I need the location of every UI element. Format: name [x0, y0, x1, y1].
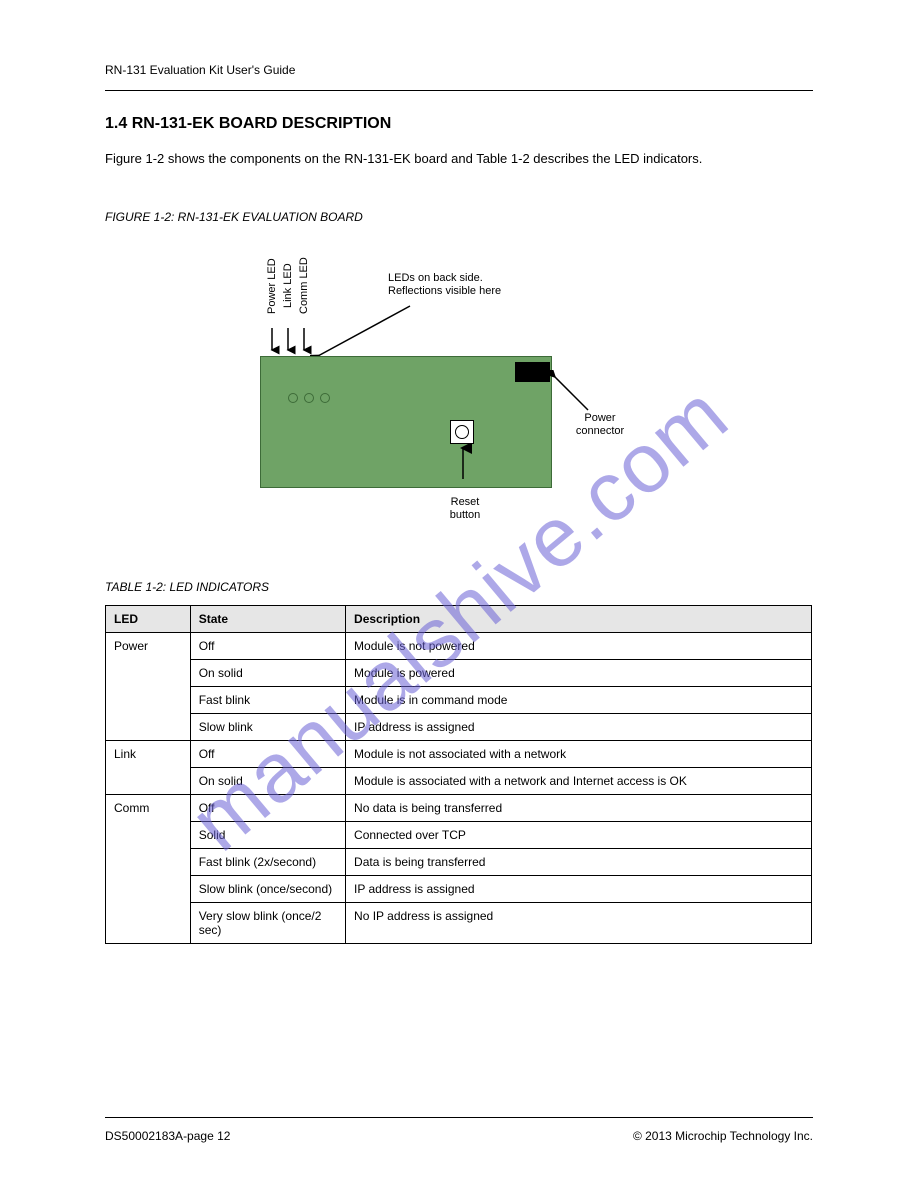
cell-desc: Module is not powered — [346, 633, 812, 660]
intro-paragraph: Figure 1-2 shows the components on the R… — [105, 150, 813, 168]
led-hole-icon — [288, 393, 298, 403]
pcb-rect — [260, 356, 552, 488]
table-row: Slow blinkIP address is assigned — [106, 714, 812, 741]
power-connector-icon — [515, 362, 550, 382]
footer-left: DS50002183A-page 12 — [105, 1129, 230, 1143]
cell-desc: No IP address is assigned — [346, 903, 812, 944]
cell-desc: Connected over TCP — [346, 822, 812, 849]
led-hole-icon — [320, 393, 330, 403]
cell-state: On solid — [190, 660, 345, 687]
leds-note-label: LEDs on back side. Reflections visible h… — [388, 272, 568, 298]
cell-state: Off — [190, 795, 345, 822]
power-conn-label: Power connector — [565, 412, 635, 438]
th-led: LED — [106, 606, 191, 633]
cell-state: Very slow blink (once/2 sec) — [190, 903, 345, 944]
th-state: State — [190, 606, 345, 633]
cell-led: Power — [106, 633, 191, 741]
cell-desc: Module is in command mode — [346, 687, 812, 714]
header-rule — [105, 90, 813, 91]
th-desc: Description — [346, 606, 812, 633]
table-row: LinkOffModule is not associated with a n… — [106, 741, 812, 768]
leds-note-line1: LEDs on back side. Reflections visible h… — [388, 272, 501, 297]
cell-state: Off — [190, 741, 345, 768]
table-row: CommOffNo data is being transferred — [106, 795, 812, 822]
cell-desc: Data is being transferred — [346, 849, 812, 876]
table-caption: TABLE 1-2: LED INDICATORS — [105, 580, 269, 594]
led-hole-icon — [304, 393, 314, 403]
table-row: Very slow blink (once/2 sec)No IP addres… — [106, 903, 812, 944]
cell-desc: IP address is assigned — [346, 714, 812, 741]
table-row: PowerOffModule is not powered — [106, 633, 812, 660]
table-row: On solidModule is associated with a netw… — [106, 768, 812, 795]
reset-arrow-icon — [455, 444, 475, 484]
cell-desc: IP address is assigned — [346, 876, 812, 903]
figure-caption: FIGURE 1-2: RN-131-EK EVALUATION BOARD — [105, 210, 363, 224]
table-row: On solidModule is powered — [106, 660, 812, 687]
footer-rule — [105, 1117, 813, 1118]
cell-state: Fast blink — [190, 687, 345, 714]
led-vertical-label: Link LED — [282, 246, 294, 326]
cell-state: Slow blink (once/second) — [190, 876, 345, 903]
section-heading: 1.4 RN-131-EK BOARD DESCRIPTION — [105, 115, 391, 133]
led-table: LED State Description PowerOffModule is … — [105, 605, 812, 944]
table-row: Fast blinkModule is in command mode — [106, 687, 812, 714]
cell-state: Solid — [190, 822, 345, 849]
cell-desc: Module is associated with a network and … — [346, 768, 812, 795]
cell-desc: Module is powered — [346, 660, 812, 687]
footer-right: © 2013 Microchip Technology Inc. — [633, 1129, 813, 1143]
cell-desc: Module is not associated with a network — [346, 741, 812, 768]
cell-state: Slow blink — [190, 714, 345, 741]
cell-state: Fast blink (2x/second) — [190, 849, 345, 876]
reset-button-icon — [450, 420, 474, 444]
cell-state: Off — [190, 633, 345, 660]
led-vertical-label: Power LED — [266, 246, 278, 326]
table-row: SolidConnected over TCP — [106, 822, 812, 849]
table-row: Fast blink (2x/second)Data is being tran… — [106, 849, 812, 876]
cell-led: Link — [106, 741, 191, 795]
table-row: Slow blink (once/second)IP address is as… — [106, 876, 812, 903]
reset-label: Reset button — [440, 496, 490, 522]
header-left: RN-131 Evaluation Kit User's Guide — [105, 63, 295, 77]
board-diagram: Power LEDLink LEDComm LED LEDs on bac — [230, 246, 630, 526]
led-vertical-label: Comm LED — [298, 246, 310, 326]
table-header-row: LED State Description — [106, 606, 812, 633]
cell-desc: No data is being transferred — [346, 795, 812, 822]
cell-state: On solid — [190, 768, 345, 795]
cell-led: Comm — [106, 795, 191, 944]
